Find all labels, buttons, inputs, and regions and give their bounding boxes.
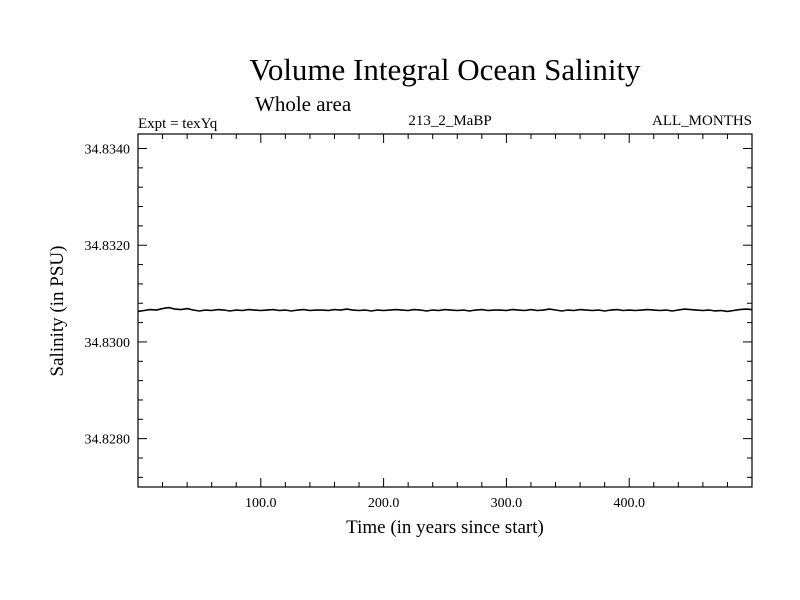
x-axis-label: Time (in years since start) bbox=[346, 517, 544, 538]
y-tick-label: 34.8340 bbox=[85, 143, 131, 158]
axis-tick-labels: 100.0 200.0 300.0 400.0 34.8280 34.8300 34.832… bbox=[85, 143, 645, 511]
y-tick-label: 34.8300 bbox=[85, 336, 131, 351]
months-label: ALL_MONTHS bbox=[652, 113, 752, 129]
y-axis-label: Salinity (in PSU) bbox=[47, 246, 68, 377]
chart-title: Volume Integral Ocean Salinity bbox=[249, 52, 641, 87]
x-tick-label: 300.0 bbox=[491, 496, 523, 511]
x-tick-label: 100.0 bbox=[245, 496, 277, 511]
axis-ticks bbox=[138, 134, 752, 487]
experiment-label: Expt = texYq bbox=[138, 116, 218, 132]
chart-subtitle: Whole area bbox=[255, 92, 352, 116]
x-tick-label: 400.0 bbox=[613, 496, 645, 511]
run-label: 213_2_MaBP bbox=[408, 113, 492, 129]
y-tick-label: 34.8320 bbox=[85, 239, 131, 254]
salinity-series-line bbox=[137, 306, 753, 313]
y-tick-label: 34.8280 bbox=[85, 433, 131, 448]
x-tick-label: 200.0 bbox=[368, 496, 400, 511]
plot-frame bbox=[137, 133, 753, 488]
